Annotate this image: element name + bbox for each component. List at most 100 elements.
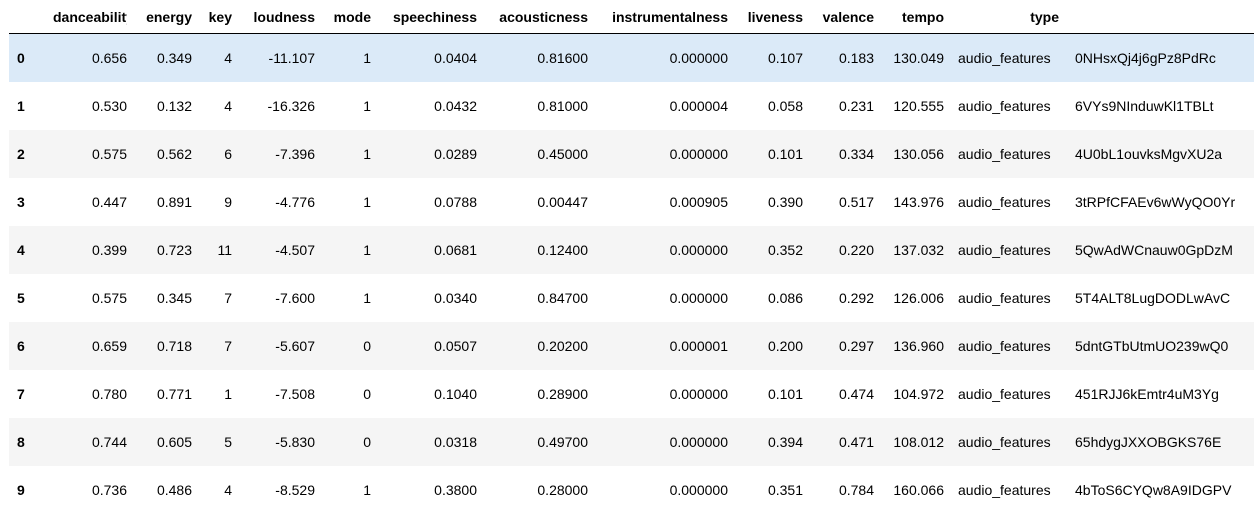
cell-instrumentalness: 0.000000 xyxy=(669,481,728,498)
cell-liveness: 0.390 xyxy=(767,193,803,210)
cell-valence: 0.292 xyxy=(838,289,874,306)
cell-id: 5T4ALT8LugDODLwAvC xyxy=(1075,289,1231,306)
cell-tempo: 130.056 xyxy=(874,129,944,178)
cell-acousticness: 0.28000 xyxy=(537,481,588,498)
cell-instrumentalness: 0.000001 xyxy=(588,321,728,370)
row-index: 4 xyxy=(9,225,53,274)
column-header-tempo: tempo xyxy=(874,0,944,34)
cell-id: 4bToS6CYQw8A9IDGPV xyxy=(1075,481,1232,498)
cell-mode: 1 xyxy=(363,289,371,306)
cell-energy: 0.891 xyxy=(156,193,192,210)
cell-key: 5 xyxy=(192,417,232,466)
table-row: 1 0.530 0.132 4 -16.326 1 0.0432 0.81000 0.00000… xyxy=(9,82,1254,130)
cell-liveness: 0.058 xyxy=(767,97,803,114)
column-header-liveness: liveness xyxy=(728,0,803,34)
cell-energy: 0.605 xyxy=(127,417,192,466)
cell-speechiness: 0.0289 xyxy=(371,129,477,178)
cell-speechiness: 0.0340 xyxy=(434,289,477,306)
cell-instrumentalness: 0.000000 xyxy=(588,33,728,82)
cell-id: 0NHsxQj4j6gPz8PdRc xyxy=(1059,33,1254,82)
cell-key: 4 xyxy=(224,481,232,498)
cell-id: 4U0bL1ouvksMgvXU2a xyxy=(1059,129,1254,178)
cell-valence: 0.231 xyxy=(838,97,874,114)
column-header-valence: valence xyxy=(803,0,874,34)
cell-id: 5dntGTbUtmUO239wQ0 xyxy=(1059,321,1254,370)
cell-liveness: 0.086 xyxy=(767,289,803,306)
row-index: 0 xyxy=(9,33,53,82)
cell-liveness: 0.101 xyxy=(767,385,803,402)
cell-mode: 0 xyxy=(363,385,371,402)
table-row: 4 0.399 0.723 11 -4.507 1 0.0681 0.12400 0.00000… xyxy=(9,225,1254,274)
cell-mode: 1 xyxy=(315,129,371,178)
column-header-speechiness: speechiness xyxy=(371,0,477,34)
cell-type: audio_features xyxy=(958,193,1051,210)
cell-acousticness: 0.84700 xyxy=(537,289,588,306)
cell-type: audio_features xyxy=(944,321,1059,370)
cell-valence: 0.334 xyxy=(803,129,874,178)
cell-loudness: -16.326 xyxy=(267,97,315,114)
row-index: 9 xyxy=(17,481,25,498)
cell-speechiness: 0.0507 xyxy=(371,321,477,370)
cell-mode: 1 xyxy=(315,225,371,274)
cell-acousticness: 0.49700 xyxy=(477,417,588,466)
cell-energy: 0.349 xyxy=(127,33,192,82)
cell-danceability: 0.575 xyxy=(91,289,127,306)
cell-energy: 0.132 xyxy=(156,97,192,114)
cell-key: 11 xyxy=(192,225,232,274)
cell-tempo: 137.032 xyxy=(874,225,944,274)
row-index: 5 xyxy=(17,289,25,306)
cell-tempo: 130.049 xyxy=(874,33,944,82)
cell-liveness: 0.107 xyxy=(728,33,803,82)
row-index: 6 xyxy=(9,321,53,370)
row-index: 2 xyxy=(9,129,53,178)
cell-acousticness: 0.81000 xyxy=(537,97,588,114)
cell-acousticness: 0.45000 xyxy=(477,129,588,178)
column-header-instrumentalness: instrumentalness xyxy=(588,0,728,34)
cell-danceability: 0.780 xyxy=(91,385,127,402)
cell-mode: 0 xyxy=(315,417,371,466)
cell-liveness: 0.101 xyxy=(728,129,803,178)
cell-danceability: 0.530 xyxy=(91,97,127,114)
cell-loudness: -8.529 xyxy=(275,481,315,498)
cell-danceability: 0.399 xyxy=(53,225,127,274)
cell-energy: 0.718 xyxy=(127,321,192,370)
cell-instrumentalness: 0.000000 xyxy=(669,289,728,306)
cell-key: 4 xyxy=(192,33,232,82)
table-row: 2 0.575 0.562 6 -7.396 1 0.0289 0.45000 0.000000… xyxy=(9,129,1254,178)
cell-speechiness: 0.0788 xyxy=(434,193,477,210)
cell-key: 9 xyxy=(224,193,232,210)
cell-energy: 0.345 xyxy=(156,289,192,306)
cell-tempo: 160.066 xyxy=(893,481,944,498)
cell-valence: 0.517 xyxy=(838,193,874,210)
column-header-id xyxy=(1059,0,1254,34)
table-row: 5 0.575 0.345 7 -7.600 1 0.0340 0.84700 0.000000… xyxy=(9,274,1254,322)
table-row: 8 0.744 0.605 5 -5.830 0 0.0318 0.49700 0.000000… xyxy=(9,417,1254,466)
column-header-loudness: loudness xyxy=(232,0,315,34)
cell-valence: 0.297 xyxy=(803,321,874,370)
cell-key: 7 xyxy=(192,321,232,370)
row-index: 8 xyxy=(9,417,53,466)
cell-acousticness: 0.00447 xyxy=(537,193,588,210)
cell-acousticness: 0.12400 xyxy=(477,225,588,274)
cell-id: 451RJJ6kEmtr4uM3Yg xyxy=(1075,385,1219,402)
cell-danceability: 0.447 xyxy=(91,193,127,210)
cell-energy: 0.562 xyxy=(127,129,192,178)
cell-type: audio_features xyxy=(958,97,1051,114)
cell-liveness: 0.352 xyxy=(728,225,803,274)
column-header-mode: mode xyxy=(315,0,371,34)
cell-liveness: 0.351 xyxy=(767,481,803,498)
cell-speechiness: 0.0432 xyxy=(434,97,477,114)
cell-mode: 0 xyxy=(315,321,371,370)
cell-tempo: 120.555 xyxy=(893,97,944,114)
cell-instrumentalness: 0.000000 xyxy=(588,225,728,274)
table-header: danceability energy key loudness mode sp… xyxy=(9,0,1254,34)
cell-danceability: 0.744 xyxy=(53,417,127,466)
cell-loudness: -7.396 xyxy=(232,129,315,178)
cell-key: 4 xyxy=(224,97,232,114)
cell-speechiness: 0.0318 xyxy=(371,417,477,466)
cell-mode: 1 xyxy=(315,33,371,82)
column-header-acousticness: acousticness xyxy=(477,0,588,34)
cell-energy: 0.723 xyxy=(127,225,192,274)
cell-instrumentalness: 0.000004 xyxy=(669,97,728,114)
